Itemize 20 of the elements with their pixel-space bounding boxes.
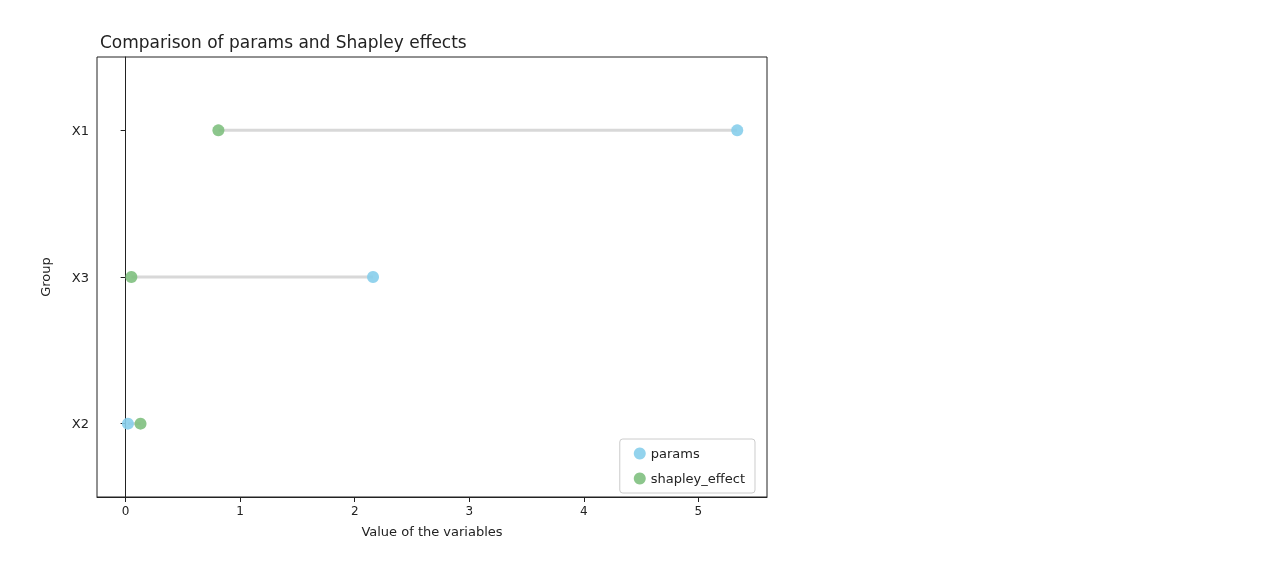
point — [121, 417, 134, 430]
y-axis-title: Group — [38, 257, 53, 297]
legend-label: params — [650, 446, 700, 461]
x-tick-label: 2 — [350, 504, 359, 518]
y-tick-label: X3 — [71, 269, 89, 285]
legend-label: shapley_effect — [650, 471, 745, 486]
x-tick-label: 5 — [694, 504, 703, 518]
point — [731, 124, 744, 137]
chart-title: Comparison of params and Shapley effects — [100, 31, 467, 52]
x-tick-label: 0 — [121, 504, 130, 518]
x-tick-label: 4 — [579, 504, 588, 518]
point — [367, 271, 380, 283]
x-tick-label: 1 — [236, 504, 244, 518]
point — [134, 417, 147, 430]
point — [125, 271, 138, 283]
x-axis-title: Value of the variables — [361, 524, 503, 539]
x-tick-label: 3 — [465, 504, 474, 518]
y-tick-label: X2 — [71, 416, 89, 432]
point — [212, 124, 225, 137]
y-tick-label: X1 — [71, 122, 89, 138]
